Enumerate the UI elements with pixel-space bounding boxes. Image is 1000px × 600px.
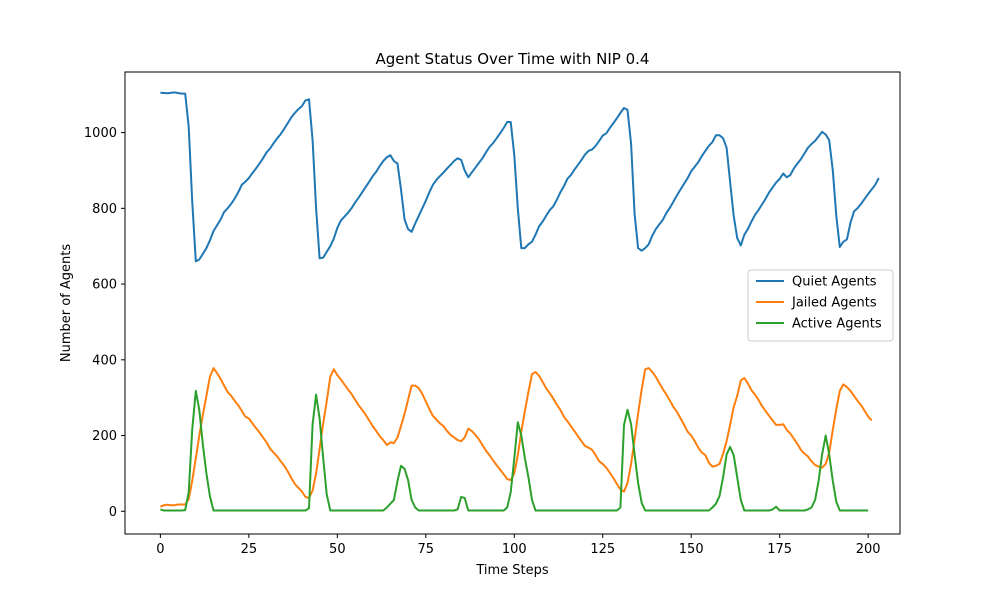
x-tick-label-4: 100 <box>502 542 527 557</box>
x-tick-label-8: 200 <box>856 542 881 557</box>
y-tick-label-1: 200 <box>92 429 117 444</box>
legend-label-1: Jailed Agents <box>791 296 877 311</box>
x-tick-label-0: 0 <box>156 542 164 557</box>
series-line-0 <box>160 91 880 263</box>
legend-label-2: Active Agents <box>792 317 882 332</box>
y-tick-label-3: 600 <box>92 278 117 293</box>
plot-frame <box>124 71 901 535</box>
plot-area <box>160 91 880 512</box>
x-tick-label-3: 75 <box>418 542 435 557</box>
series-line-2 <box>160 389 869 512</box>
x-tick-label-1: 25 <box>241 542 258 557</box>
x-axis-label: Time Steps <box>475 563 549 578</box>
y-axis-label: Number of Agents <box>59 244 74 362</box>
x-tick-label-6: 150 <box>679 542 704 557</box>
legend-box <box>747 269 894 342</box>
x-tick-label-5: 125 <box>590 542 615 557</box>
y-tick-label-5: 1000 <box>84 126 117 141</box>
y-tick-label-4: 800 <box>92 202 117 217</box>
y-axis: 0 200 400 600 800 1000 <box>84 126 125 520</box>
legend-label-0: Quiet Agents <box>792 275 877 290</box>
x-tick-label-7: 175 <box>767 542 792 557</box>
legend: Quiet Agents Jailed Agents Active Agents <box>747 269 894 342</box>
y-tick-label-0: 0 <box>109 505 117 520</box>
series-line-1 <box>160 367 873 508</box>
y-tick-label-2: 400 <box>92 353 117 368</box>
x-axis: 0 25 50 75 100 125 150 175 200 <box>156 534 881 557</box>
x-tick-label-2: 50 <box>329 542 346 557</box>
chart-title: Agent Status Over Time with NIP 0.4 <box>376 50 650 68</box>
